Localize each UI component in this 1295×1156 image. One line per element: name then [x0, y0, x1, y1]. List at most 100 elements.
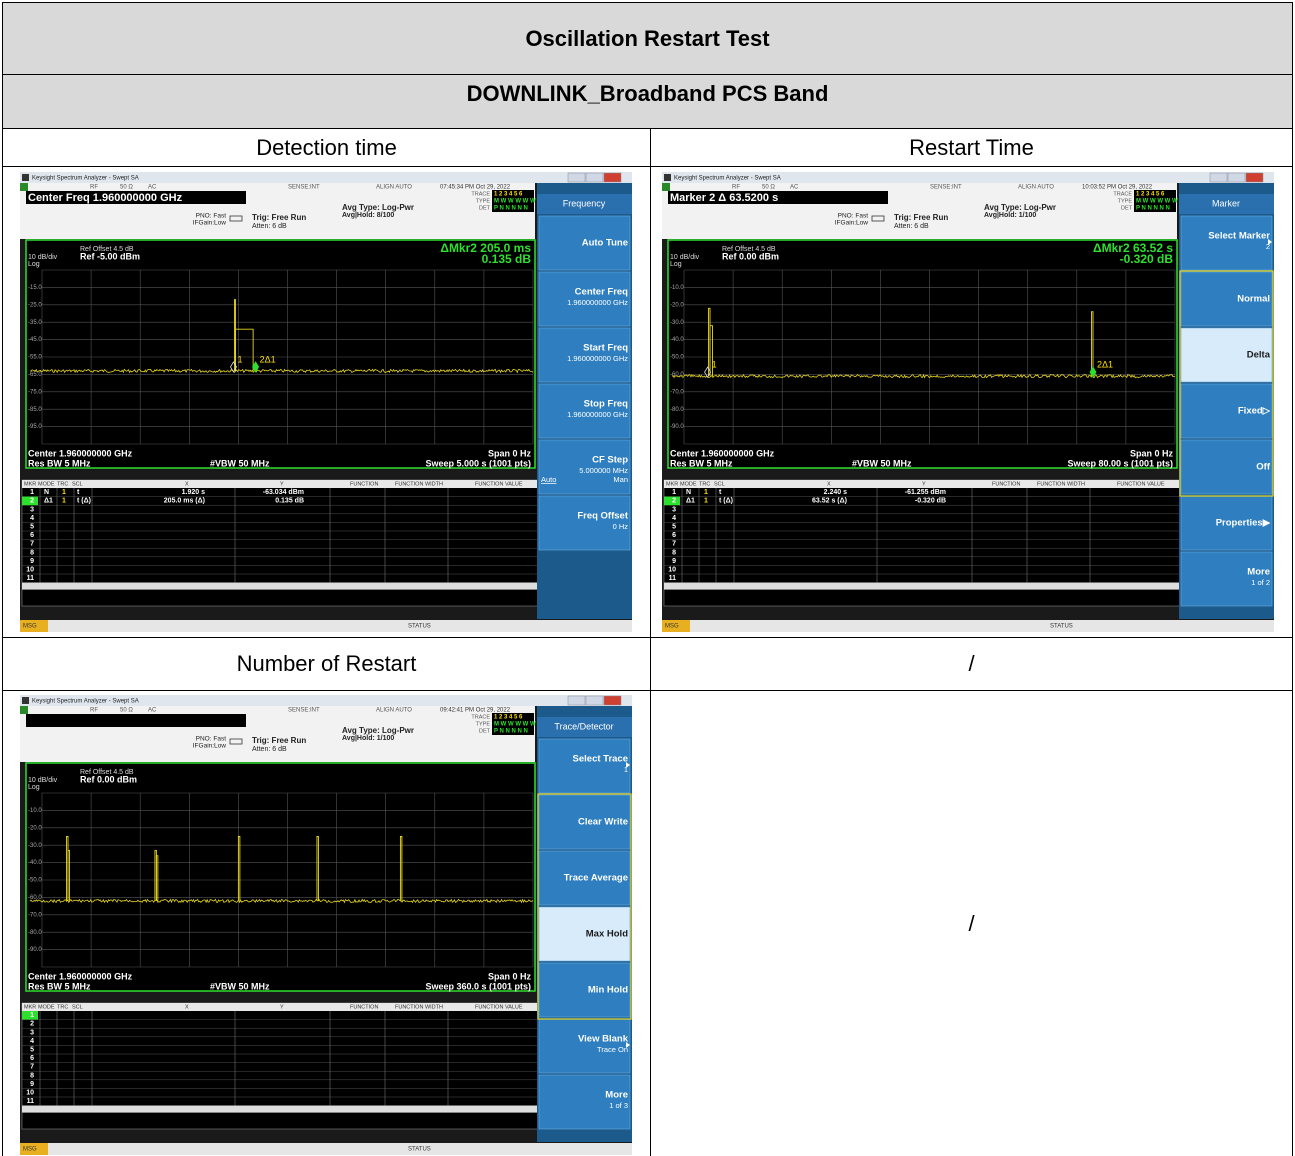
header-cell: Restart Time	[650, 128, 1293, 167]
softkey	[538, 215, 631, 271]
softkey	[1180, 215, 1273, 271]
span: Span 0 Hz	[488, 448, 532, 458]
trigger: Trig: Free Run	[252, 736, 306, 745]
softkey-sub: 1 of 3	[609, 1101, 628, 1110]
softkey	[1180, 383, 1273, 439]
column-header: X	[827, 481, 831, 487]
trig-icon	[871, 215, 885, 222]
analyzer-screenshot: Keysight Spectrum Analyzer - Swept SA RF 5…	[20, 172, 632, 632]
avg-type: Avg Type: Log-Pwr	[342, 203, 414, 212]
ifgain: IFGain:Low	[193, 743, 227, 750]
lxi-badge	[662, 183, 670, 191]
row-number: 1	[30, 1012, 34, 1019]
timestamp: 07:45:34 PM Oct 29, 2022	[440, 185, 511, 191]
trace-value: P N N N N N	[1136, 206, 1170, 212]
ref-offset: Ref Offset 4.5 dB	[80, 246, 134, 253]
status-bar	[20, 620, 632, 632]
subtitle-cell: DOWNLINK_Broadband PCS Band	[2, 74, 1293, 129]
row-number: 3	[30, 1029, 34, 1036]
panel-title-bg	[537, 194, 632, 214]
softkey	[1180, 495, 1273, 551]
marker-cell: 2.240 s	[824, 489, 847, 496]
header-cell: /	[650, 637, 1293, 691]
marker-diamond	[704, 366, 712, 378]
status-label: STATUS	[1050, 624, 1073, 630]
column-header: Y	[280, 1004, 284, 1010]
trace-value: M W W W W W	[494, 722, 536, 728]
trace-key: DET	[479, 205, 491, 211]
avg-hold: Avg|Hold: 8/100	[342, 212, 394, 219]
softkey	[1180, 439, 1273, 495]
row-number: 2	[30, 498, 34, 505]
window-button	[1209, 172, 1228, 183]
row-highlight	[22, 496, 38, 506]
softkey	[538, 439, 631, 495]
ref-offset: Ref Offset 4.5 dB	[722, 246, 776, 253]
trace-key: TYPE	[476, 198, 491, 204]
marker-table-header	[664, 480, 1182, 488]
title-cell: Oscillation Restart Test	[2, 2, 1293, 75]
softkey	[538, 1074, 631, 1130]
key-group	[537, 793, 632, 1020]
empty-mark: /	[968, 910, 975, 936]
panel-title-bg	[537, 717, 632, 737]
sweep: Sweep 5.000 s (1001 pts)	[425, 458, 531, 468]
row-number: 9	[672, 558, 676, 565]
window-button	[603, 695, 622, 706]
column-header: MKR	[666, 481, 678, 487]
y-axis-label: -70.0	[28, 912, 42, 918]
marker-cell: 1.920 s	[182, 489, 205, 496]
row-number: 6	[30, 1055, 34, 1062]
trace-key: DET	[479, 728, 491, 734]
trace-burst	[1091, 311, 1094, 377]
trace-value: M W W W W W	[494, 199, 536, 205]
trace-box	[492, 190, 534, 212]
scrollbar	[664, 582, 1182, 590]
softkey-label: Delta	[1247, 350, 1271, 361]
status-label: RF	[90, 185, 98, 191]
status-bar	[662, 620, 1274, 632]
column-header: FUNCTION	[350, 1004, 378, 1010]
marker-diamond	[1089, 366, 1097, 378]
ifgain: IFGain:Low	[835, 220, 869, 227]
y-axis-label: -25.0	[28, 302, 42, 308]
ref-level: Ref -5.00 dBm	[80, 251, 140, 261]
trace-key: TRACE	[471, 191, 490, 197]
y-axis-label: -95.0	[28, 424, 42, 430]
softkey	[538, 906, 631, 962]
avg-hold: Avg|Hold: 1/100	[342, 735, 394, 742]
active-function: Center Freq 1.960000000 GHz	[28, 192, 183, 204]
graph-frame	[667, 239, 1178, 469]
marker-cell: N	[686, 489, 691, 496]
app-icon	[22, 697, 29, 704]
y-axis-label: -20.0	[28, 825, 42, 831]
row-number: 11	[27, 1098, 35, 1105]
y-axis-label: -60.0	[670, 372, 684, 378]
row-number: 5	[30, 524, 34, 531]
softkey-label: Properties▶	[1216, 518, 1272, 529]
y-axis-label: -90.0	[670, 424, 684, 430]
row-number: 11	[669, 575, 677, 582]
softkey-label: Trace Average	[564, 873, 628, 884]
row-number: 10	[668, 567, 676, 574]
y-axis-label: -45.0	[28, 337, 42, 343]
softkey	[538, 271, 631, 327]
trace-key: TYPE	[1118, 198, 1133, 204]
status-label: 50 Ω	[120, 185, 133, 191]
active-function-bg	[668, 191, 888, 204]
column-header: FUNCTION WIDTH	[395, 1004, 443, 1010]
softkey-label: Normal	[1237, 294, 1270, 305]
column-header: SCL	[714, 481, 725, 487]
row-highlight	[22, 1011, 38, 1020]
window-button	[603, 172, 622, 183]
msg-label: MSG	[665, 624, 679, 630]
trace-burst	[709, 325, 713, 377]
softkey-sub: 1 of 2	[1251, 578, 1270, 587]
log-label: Log	[28, 261, 40, 268]
marker-cell: 205.0 ms (Δ)	[164, 498, 205, 505]
softkey-label: More	[1247, 567, 1270, 578]
row-number: 10	[26, 1090, 34, 1097]
marker-cell: -63.034 dBm	[263, 489, 304, 496]
marker-cell: 63.52 s (Δ)	[812, 498, 847, 505]
msg-label: MSG	[23, 1147, 37, 1153]
